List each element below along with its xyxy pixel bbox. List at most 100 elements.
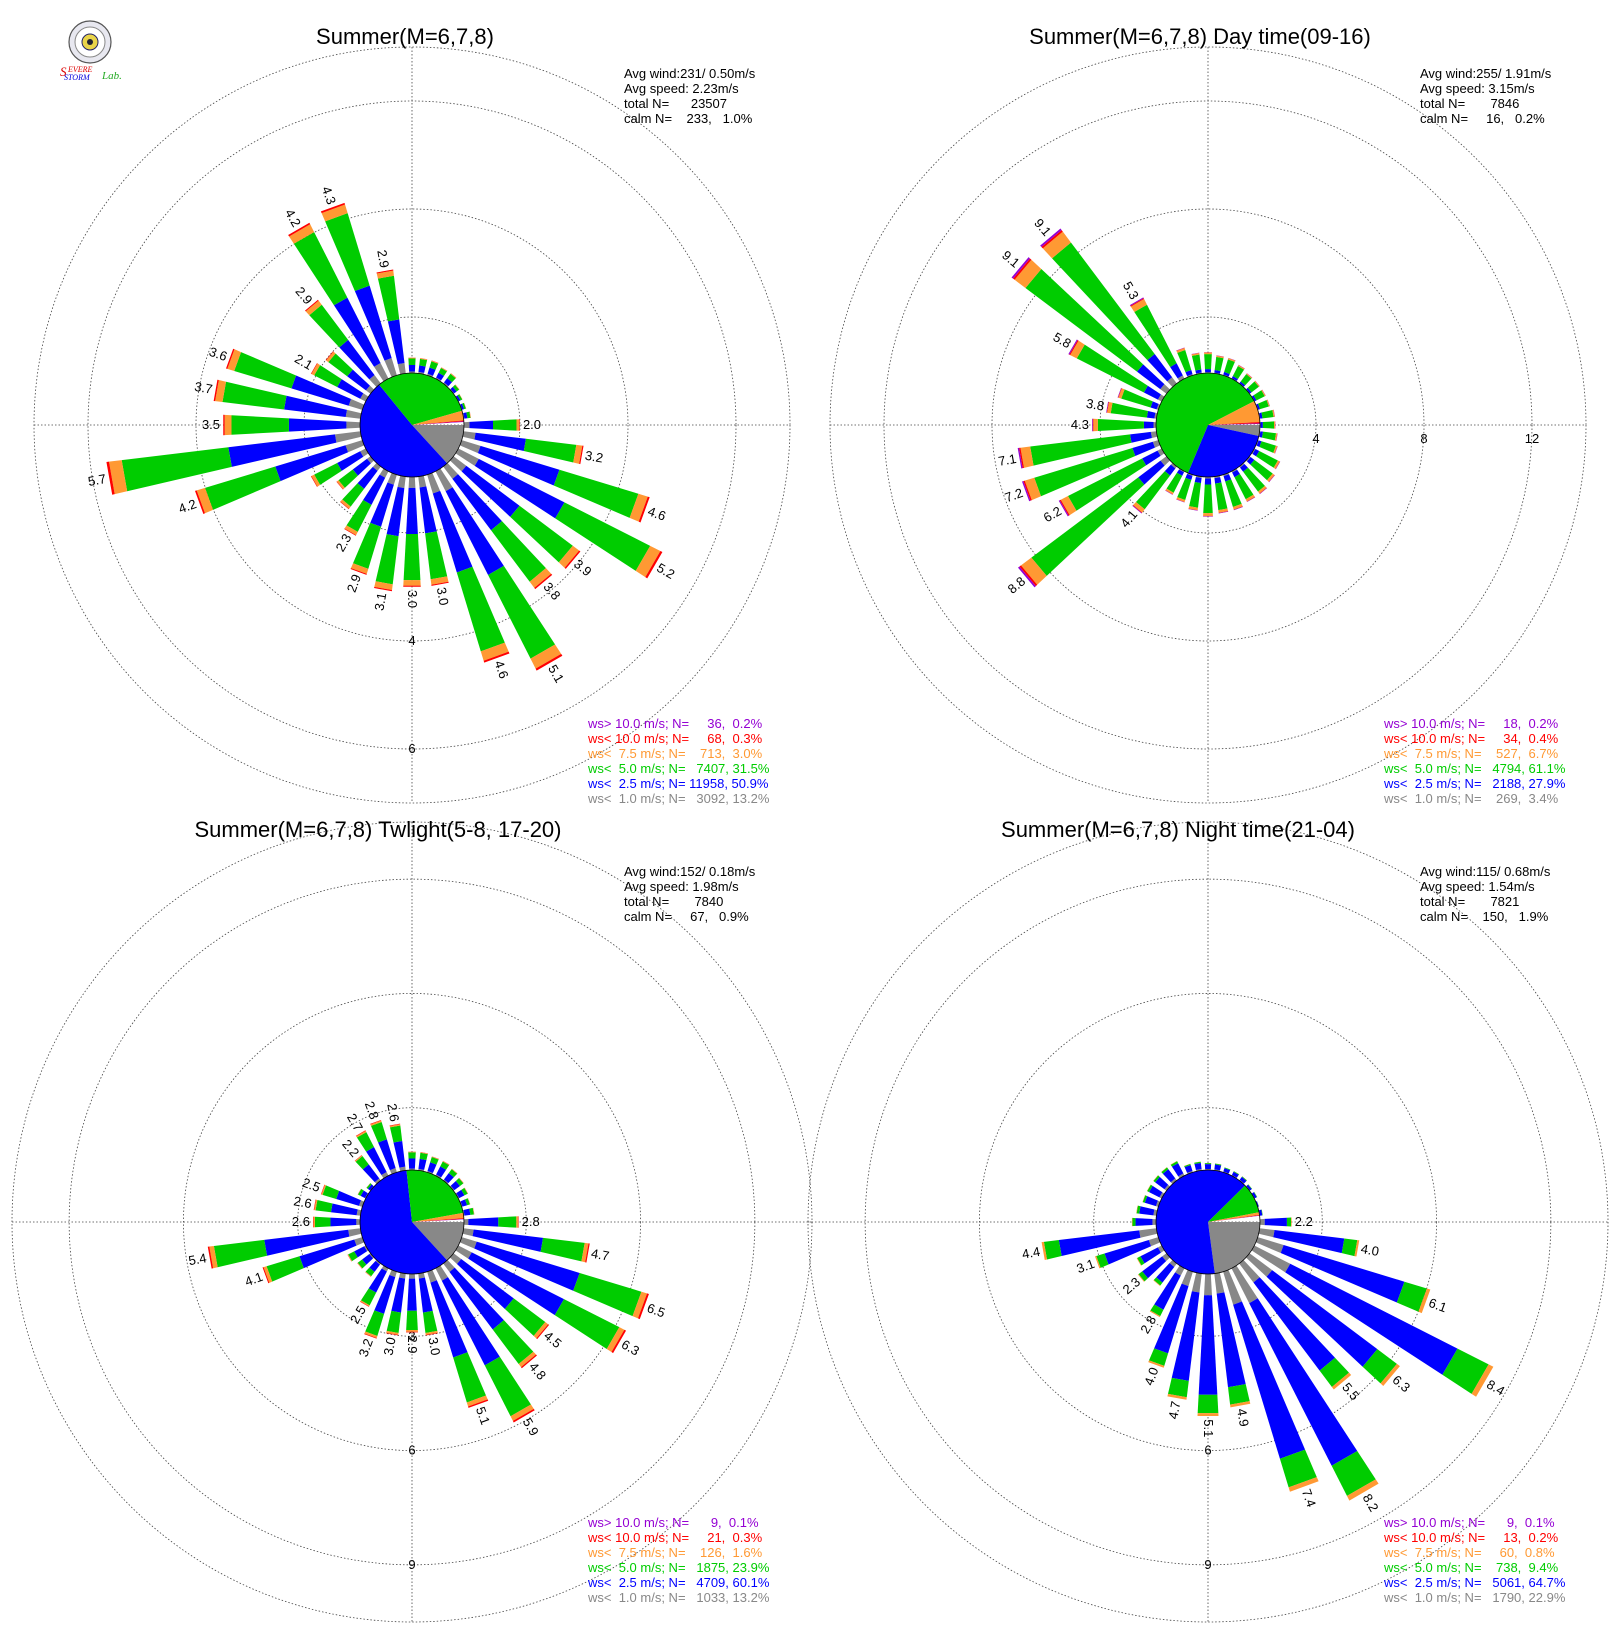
bar-segment (333, 297, 381, 367)
direction-bar-8 (1258, 409, 1276, 419)
bar-segment (1471, 1364, 1494, 1397)
bar-segment (408, 1152, 416, 1159)
bar-segment (284, 395, 347, 417)
bar-value-label: 4.9 (1234, 1407, 1252, 1427)
bar-segment (325, 351, 334, 361)
bar-segment (427, 472, 441, 494)
bar-segment (422, 1310, 438, 1333)
bar-segment (348, 399, 365, 410)
bar-segment (1147, 353, 1173, 382)
bar-segment (418, 1277, 433, 1313)
bar-segment (1251, 1245, 1291, 1273)
stat-line: Avg wind:231/ 0.50m/s (624, 66, 756, 81)
bar-segment (408, 358, 416, 366)
bar-segment (1161, 1167, 1168, 1173)
bar-segment (455, 1178, 464, 1186)
bar-segment (1152, 440, 1161, 448)
direction-bar-25 (194, 440, 365, 514)
bar-segment (289, 224, 315, 244)
bar-segment (403, 580, 421, 586)
bar-segment (637, 1293, 649, 1320)
bar-segment (1256, 1201, 1259, 1207)
pie-slice (412, 421, 464, 425)
bar-segment (1138, 460, 1165, 485)
bar-segment (320, 1184, 325, 1195)
bar-segment (442, 1160, 450, 1166)
pie-slice (1208, 1222, 1260, 1274)
bar-segment (362, 1164, 380, 1183)
bar-segment (1380, 1363, 1400, 1386)
bar-segment (517, 1216, 519, 1228)
bar-segment (1255, 1237, 1284, 1254)
bar-segment (1252, 449, 1260, 457)
bar-segment (455, 395, 461, 402)
bar-segment (1246, 373, 1253, 378)
bar-segment (1223, 472, 1229, 477)
bar-value-label: 4.8 (526, 1359, 549, 1382)
bar-segment (1233, 506, 1243, 510)
bar-value-label: 3.7 (193, 379, 213, 397)
bar-segment (1142, 1195, 1146, 1203)
bar-segment (352, 458, 371, 476)
bar-segment (1197, 1394, 1219, 1414)
bar-segment (1177, 477, 1192, 501)
bar-segment (1228, 358, 1236, 361)
bar-segment (225, 348, 235, 369)
ring-label: 9 (1204, 1557, 1211, 1572)
bar-segment (529, 568, 552, 588)
direction-bar-23 (357, 1253, 375, 1269)
pie-slice (1156, 1170, 1245, 1274)
stat-line: calm N= 67, 0.9% (624, 909, 749, 924)
bar-segment (1152, 1218, 1157, 1226)
direction-bar-8 (462, 1207, 475, 1216)
range-ring (991, 208, 1425, 642)
bar-segment (358, 1200, 365, 1207)
pie-slice (1208, 1185, 1260, 1222)
bar-segment (1218, 511, 1229, 514)
bar-segment (1240, 374, 1252, 386)
bar-segment (429, 361, 439, 370)
bar-segment (553, 469, 639, 518)
direction-bar-9 (1259, 421, 1276, 429)
legend-entry: ws< 10.0 m/s; N= 34, 0.4% (1383, 731, 1559, 746)
ring-label: 12 (1525, 431, 1539, 446)
bar-segment (533, 1322, 549, 1339)
bar-segment (1276, 433, 1278, 441)
bar-segment (1223, 1269, 1242, 1305)
bar-segment (453, 1352, 486, 1403)
bar-segment (1137, 1256, 1145, 1266)
bar-segment (1030, 434, 1132, 466)
bar-segment (310, 476, 318, 487)
direction-bar-32 (354, 1154, 381, 1185)
direction-bar-28 (313, 1199, 362, 1216)
bar-segment (367, 456, 375, 464)
pie-slice (1208, 422, 1260, 425)
bar-segment (1204, 354, 1212, 370)
bar-segment (321, 1184, 326, 1195)
direction-bar-8 (462, 411, 471, 419)
bar-segment (365, 1271, 371, 1277)
bar-segment (1134, 304, 1177, 367)
bar-segment (1288, 1477, 1319, 1492)
bar-segment (354, 1155, 363, 1162)
bar-segment (397, 362, 406, 375)
direction-bar-3 (435, 367, 448, 382)
bar-segment (1259, 487, 1267, 494)
bar-segment (440, 367, 448, 372)
bar-segment (1251, 1192, 1257, 1199)
direction-bar-2 (1223, 357, 1236, 378)
direction-bar-28 (1106, 401, 1158, 419)
bar-segment (474, 458, 565, 519)
bar-segment (1258, 400, 1269, 410)
bar-segment (1245, 1253, 1273, 1277)
bar-segment (1166, 472, 1183, 493)
bar-segment (483, 651, 510, 663)
direction-bar-10 (1258, 1228, 1360, 1257)
bar-segment (345, 409, 362, 419)
bar-segment (1286, 1217, 1292, 1227)
bar-segment (1136, 1257, 1142, 1266)
bar-value-label: 2.6 (292, 1214, 310, 1229)
bar-value-label: 3.8 (540, 579, 563, 602)
bar-segment (1177, 349, 1192, 373)
bar-segment (1274, 421, 1276, 429)
